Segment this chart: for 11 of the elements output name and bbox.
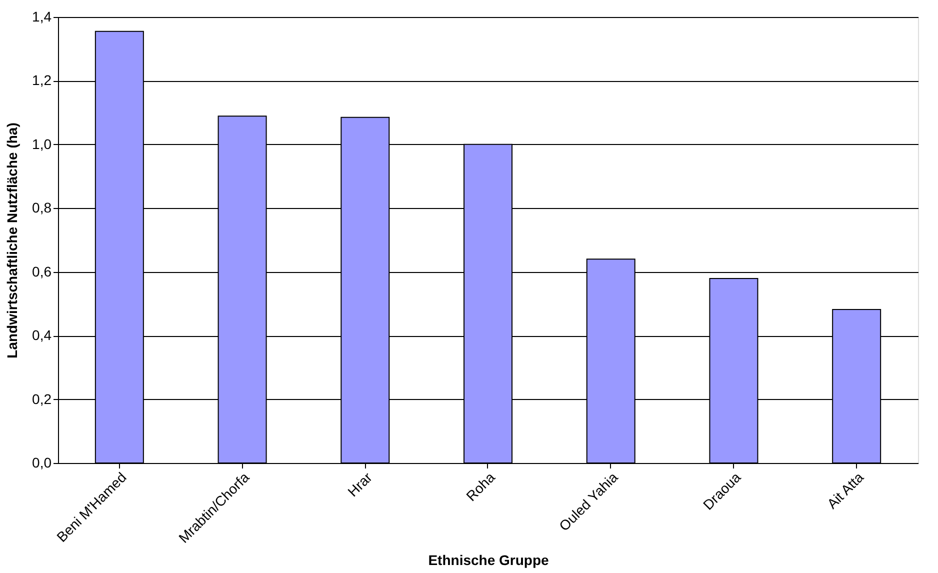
y-tick-label: 0,2 [32,390,52,407]
y-tick-label: 0,8 [32,200,52,216]
y-tick-label: 1,0 [32,136,52,152]
y-tick-label: 1,2 [32,72,52,88]
y-tick-label: 1,4 [32,8,52,24]
y-tick-label: 0,4 [32,327,52,344]
x-axis-title: Ethnische Gruppe [428,552,549,568]
y-tick-label: 0,0 [32,454,52,470]
x-tick-label: Ait Atta [824,468,867,512]
y-tick-label: 0,6 [32,263,52,280]
y-axis-title: Landwirtschaftliche Nutzfläche (ha) [4,122,20,358]
